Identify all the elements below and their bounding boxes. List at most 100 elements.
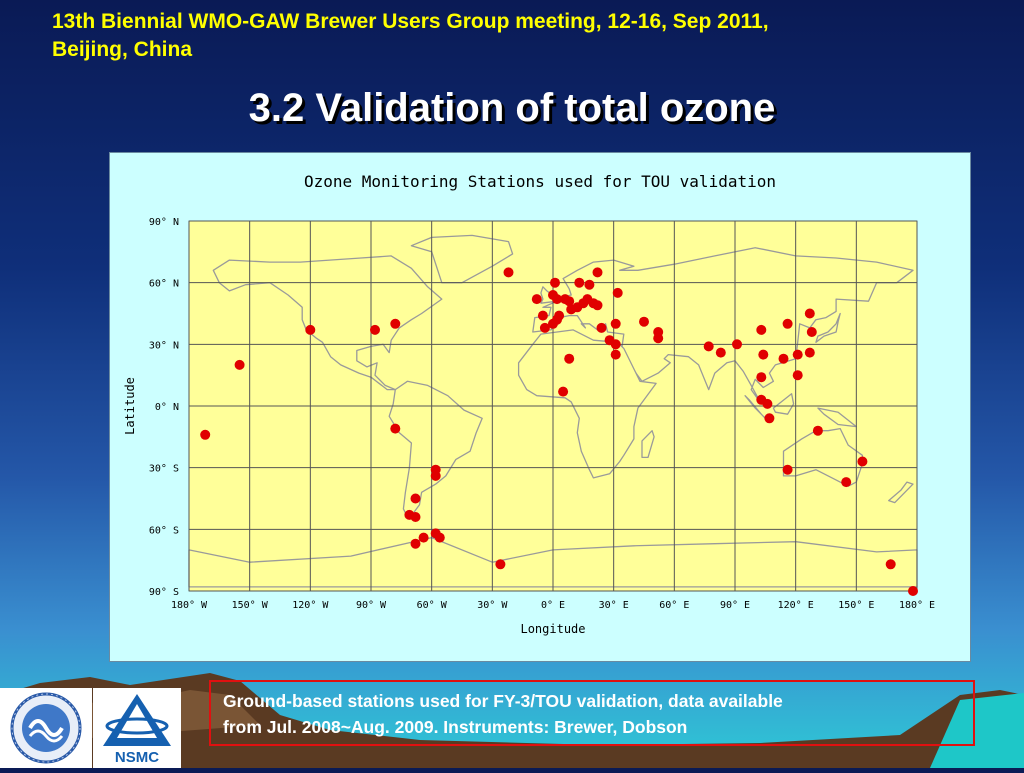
y-axis-label: Latitude [123, 377, 137, 435]
x-axis-label: Longitude [520, 622, 585, 636]
station-marker [857, 456, 868, 467]
x-tick-label: 90° E [720, 600, 750, 611]
chart-title: Ozone Monitoring Stations used for TOU v… [304, 172, 776, 191]
station-marker [806, 327, 817, 337]
station-marker [612, 287, 623, 298]
station-marker [764, 413, 775, 424]
station-marker [756, 372, 767, 383]
station-marker [596, 322, 607, 333]
x-tick-label: 30° W [477, 600, 508, 611]
station-marker [792, 349, 803, 360]
plot-area [188, 220, 918, 596]
landmass-outline [410, 234, 514, 284]
latitude-tick-labels: 90° N 60° N 30° N 0° N 30° S 60° S 90° S [149, 217, 179, 598]
x-tick-label: 60° W [417, 600, 448, 611]
nsmc-logo: NSMC [93, 688, 181, 768]
cma-emblem-icon [10, 692, 82, 764]
station-marker [564, 353, 575, 364]
station-marker [908, 586, 918, 596]
x-tick-label: 60° E [659, 600, 689, 611]
station-marker [410, 493, 421, 504]
station-marker [234, 359, 245, 370]
caption-box: Ground-based stations used for FY-3/TOU … [209, 680, 975, 746]
station-map-chart: Ozone Monitoring Stations used for TOU v… [123, 172, 935, 636]
station-marker [812, 425, 823, 436]
station-marker [410, 538, 421, 549]
station-marker [841, 477, 852, 488]
station-marker [305, 324, 316, 335]
landmass-outline [772, 393, 795, 415]
x-tick-label: 180° W [171, 600, 208, 611]
station-marker [804, 347, 815, 358]
station-marker [782, 318, 793, 329]
y-tick-label: 90° N [149, 217, 179, 228]
x-tick-label: 150° E [838, 600, 874, 611]
station-marker [564, 296, 575, 307]
x-tick-label: 30° E [599, 600, 629, 611]
station-marker [552, 294, 562, 305]
station-marker [531, 294, 542, 305]
x-tick-label: 120° W [292, 600, 329, 611]
x-tick-label: 0° E [541, 600, 565, 611]
station-marker [756, 324, 767, 335]
y-tick-label: 30° N [149, 340, 179, 351]
slide-title: 3.2 Validation of total ozone [248, 86, 776, 130]
x-tick-label: 180° E [899, 600, 935, 611]
station-marker [554, 310, 565, 321]
station-marker [782, 464, 793, 475]
station-marker [703, 341, 714, 352]
station-marker [715, 347, 726, 358]
station-marker [390, 423, 401, 434]
y-tick-label: 30° S [149, 464, 179, 475]
station-marker [434, 532, 445, 543]
station-marker [792, 370, 803, 381]
station-marker [410, 512, 421, 522]
meeting-header-line2: Beijing, China [52, 38, 193, 61]
station-marker [610, 318, 621, 329]
station-marker [732, 339, 742, 350]
station-marker [778, 353, 789, 364]
station-marker [558, 386, 569, 397]
station-marker [762, 398, 773, 409]
station-marker [370, 324, 380, 335]
meeting-header: 13th Biennial WMO-GAW Brewer Users Group… [52, 8, 1012, 64]
station-marker [539, 322, 550, 333]
station-marker [610, 339, 621, 350]
station-marker [592, 267, 603, 278]
landmass-outline [212, 255, 443, 391]
station-marker [503, 267, 514, 278]
graticule-grid [188, 220, 918, 592]
landmass-outline [888, 481, 914, 504]
station-marker [653, 333, 664, 344]
station-marker [610, 349, 621, 360]
caption-line2: from Jul. 2008~Aug. 2009. Instruments: B… [223, 717, 688, 737]
landmass-outline [815, 312, 841, 343]
landmass-outline [641, 430, 655, 459]
station-marker [804, 308, 815, 319]
landmass-outline [388, 380, 483, 518]
y-tick-label: 90° S [149, 587, 179, 598]
meeting-header-line1: 13th Biennial WMO-GAW Brewer Users Group… [52, 10, 769, 33]
station-marker [584, 279, 595, 290]
station-marker [390, 318, 401, 329]
landmass-outline [817, 407, 857, 428]
station-marker [200, 429, 211, 440]
y-tick-label: 60° N [149, 279, 179, 290]
station-marker [592, 300, 603, 311]
nsmc-logo-text: NSMC [115, 749, 159, 766]
station-marker [550, 277, 560, 288]
y-tick-label: 0° N [155, 402, 179, 413]
y-tick-label: 60° S [149, 525, 179, 536]
caption-line1: Ground-based stations used for FY-3/TOU … [223, 691, 783, 711]
x-tick-label: 150° W [232, 600, 269, 611]
station-marker [537, 310, 548, 321]
nsmc-triangle-icon: NSMC [103, 694, 171, 766]
station-map-figure: Ozone Monitoring Stations used for TOU v… [109, 152, 971, 662]
x-tick-label: 90° W [356, 600, 387, 611]
station-marker [495, 559, 506, 570]
station-marker [430, 470, 441, 481]
longitude-tick-labels: 180° W 150° W 120° W 90° W 60° W 30° W 0° E 30°… [171, 600, 935, 611]
station-marker [574, 277, 585, 288]
station-markers [200, 267, 918, 596]
station-marker [885, 559, 896, 570]
